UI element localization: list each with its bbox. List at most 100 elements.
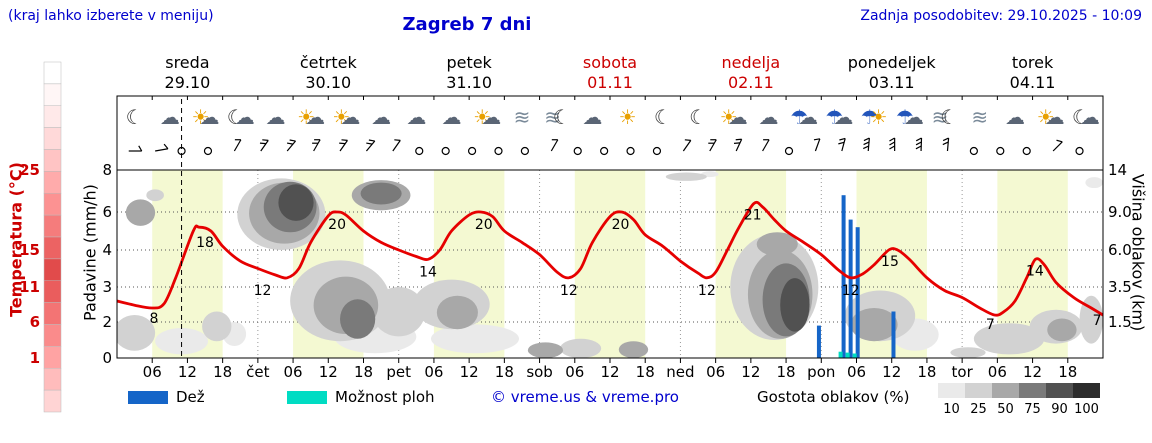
weather-icon: ☂ [825,105,843,129]
rain-bars [816,195,896,358]
calm-wind-icon [520,146,529,156]
x-axis-label: 12 [319,363,338,381]
weather-icon: ≋ [932,105,949,129]
weather-icon: ☁ [406,105,426,129]
cloud-blob [850,308,898,342]
precip-tick: 3 [102,278,112,296]
temperature-colorbar [43,61,62,413]
shower-bar [852,353,857,358]
wind-barb-icon [286,140,297,152]
colorbar-cell [43,346,62,369]
page-title: Zagreb 7 dni [402,14,532,35]
colorbar-cell [43,83,62,106]
cloud-height-ticks: 14 9.0 6.0 3.5 1.5 [1108,161,1132,331]
x-axis-label: 06 [424,363,443,381]
calm-wind-icon [441,146,450,156]
rain-bar [848,219,853,358]
rain-legend-swatch [128,391,168,404]
x-axis-label: 06 [847,363,866,381]
x-axis-label: 18 [777,363,796,381]
temperature-curve [117,200,1103,317]
x-axis-label: 12 [460,363,479,381]
temperature-value-label: 20 [328,217,346,233]
x-axis-label: 18 [917,363,936,381]
weather-icon: ☾ [227,105,245,129]
x-axis-label: sob [526,363,553,381]
rain-bar [841,195,846,358]
density-level: 90 [1051,402,1068,417]
showers-legend-label: Možnost ploh [335,388,435,406]
cloud-density-scale: 10 25 50 75 90 100 [938,383,1108,417]
weather-icon: ☁ [371,105,391,129]
last-update: Zadnja posodobitev: 29.10.2025 - 10:09 [860,8,1142,24]
weather-icon: ☁ [340,105,360,129]
cloud-blob [950,347,986,358]
density-level: 50 [997,402,1014,417]
temperature-value-label: 7 [1093,313,1102,329]
calm-wind-icon [467,146,477,156]
weather-icon: ☁ [265,105,285,129]
weather-icon: ☾ [1072,105,1090,129]
x-axis-label: 12 [178,363,197,381]
weather-icon: ☾ [553,105,571,129]
cloud-blob [340,299,376,339]
weather-icon: ☁ [798,105,818,129]
weather-icon: ☀ [720,105,738,129]
day-name: četrtek [300,53,358,72]
cloud-blob [665,172,707,181]
x-axis-label: pon [807,363,835,381]
wind-barb-icon [682,140,692,152]
weather-icon: ☀ [1037,105,1055,129]
day-name: ponedeljek [848,53,937,72]
cloud-height-tick: 1.5 [1108,313,1132,331]
x-axis-label: 06 [143,363,162,381]
weather-icon: ☂ [861,105,879,129]
density-level: 100 [1074,402,1099,417]
precip-tick: 8 [102,161,112,179]
weather-icon: ☾ [654,105,672,129]
precip-ticks: 8 6 4 3 2 0 [102,161,112,367]
x-axis-label: pet [386,363,411,381]
x-axis-label: 06 [284,363,303,381]
density-swatch [1046,383,1073,398]
weather-icon: ☁ [481,105,501,129]
cloud-blob [125,199,156,226]
calm-wind-icon [1075,146,1084,156]
wind-barb-icon [313,139,321,152]
rain-bar [816,325,821,358]
calm-wind-icon [573,146,582,156]
weather-icon: ☀ [473,105,491,129]
copyright-link[interactable]: © vreme.us & vreme.pro [491,388,679,406]
temperature-value-label: 8 [150,311,159,327]
cloud-height-tick: 3.5 [1108,278,1132,296]
colorbar-cell [43,236,62,260]
cloud-blob [1079,295,1103,344]
temperature-tick: 1 [30,349,40,367]
temperature-value-label: 14 [419,264,437,280]
cloud-blob [618,341,649,358]
weather-icon: ☁ [833,105,853,129]
wind-barb-icon [233,139,242,152]
x-axis-label: 18 [213,363,232,381]
weather-icon: ☀ [332,105,350,129]
temperature-ticks: 25 15 11 6 1 [19,161,40,367]
weather-icon: ≋ [514,105,531,129]
wind-barb-icon [735,138,743,152]
precip-tick: 0 [102,349,112,367]
density-swatch [1019,383,1046,398]
day-name: sobota [583,53,637,72]
shower-bar [838,351,843,358]
temperature-tick: 11 [19,278,40,296]
x-axis-label: 18 [495,363,514,381]
density-level: 25 [970,402,987,417]
colorbar-cell [43,61,62,85]
weather-icon: ☁ [728,105,748,129]
calm-wind-icon [652,146,662,156]
calm-wind-icon [784,146,794,156]
precip-tick: 4 [102,241,112,259]
x-axis-label: čet [246,363,269,381]
day-name: nedelja [722,53,781,72]
colorbar-cell [43,302,62,325]
wind-barb-icon [550,139,559,152]
